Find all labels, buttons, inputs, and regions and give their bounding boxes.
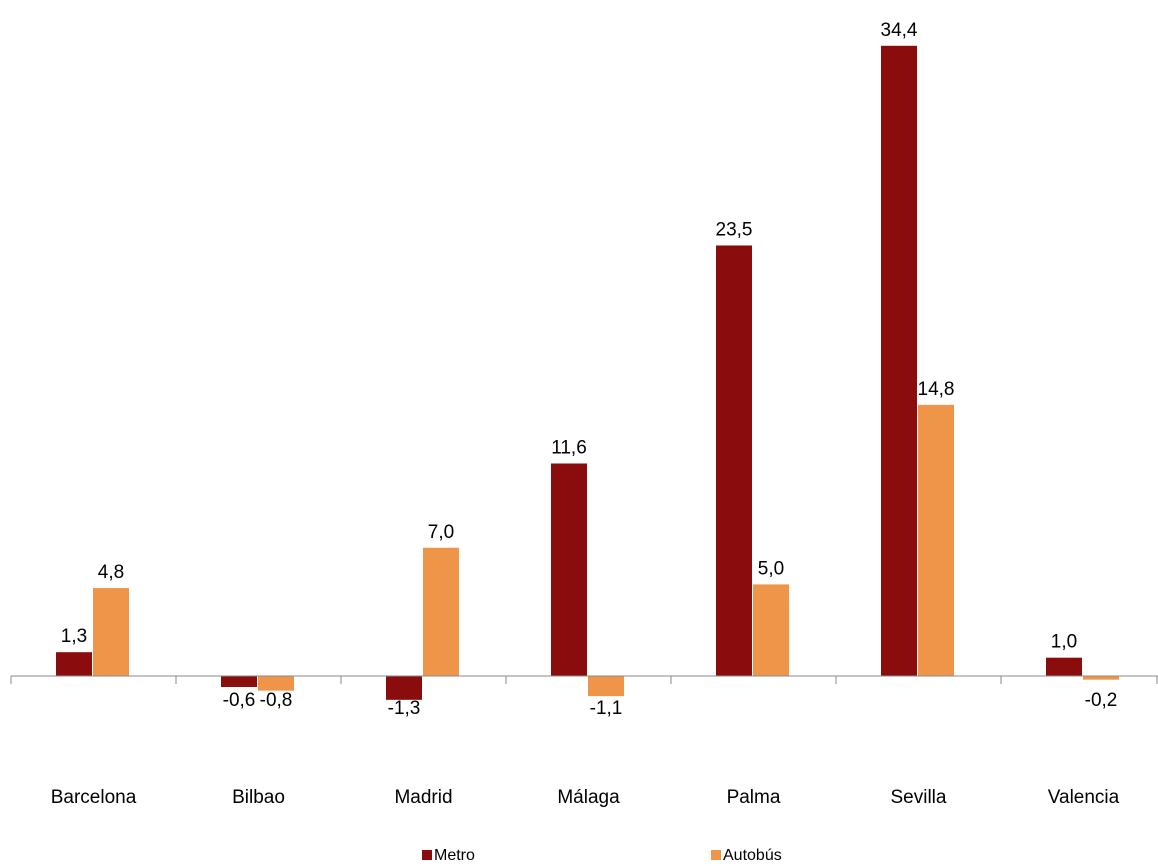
legend: Metro Autobús xyxy=(422,847,782,864)
value-label-metro-3: 11,6 xyxy=(551,437,587,458)
category-label-3: Málaga xyxy=(557,787,620,808)
value-label-autobs-3: -1,1 xyxy=(590,698,623,719)
bar-autobs-0 xyxy=(93,588,129,676)
value-label-autobs-6: -0,2 xyxy=(1085,690,1118,711)
value-label-autobs-5: 14,8 xyxy=(918,379,955,400)
bar-metro-6 xyxy=(1046,657,1082,676)
value-label-autobs-1: -0,8 xyxy=(260,690,293,711)
bar-autobs-3 xyxy=(588,676,624,697)
value-label-metro-2: -1,3 xyxy=(388,698,421,719)
bar-autobs-5 xyxy=(918,404,954,676)
value-label-metro-4: 23,5 xyxy=(716,219,753,240)
bars-layer xyxy=(56,45,1119,700)
value-labels-layer: 1,3 4,8 -0,6 -0,8 -1,3 7,0 11,6 -1,1 23,5 5,0 34,4… xyxy=(61,20,1118,719)
category-label-0: Barcelona xyxy=(51,787,137,808)
bar-autobs-2 xyxy=(423,547,459,676)
value-label-metro-5: 34,4 xyxy=(881,20,918,41)
category-label-6: Valencia xyxy=(1048,787,1120,808)
category-label-2: Madrid xyxy=(394,787,452,808)
bar-metro-1 xyxy=(221,676,257,687)
x-axis xyxy=(10,675,1158,684)
bar-autobs-1 xyxy=(258,676,294,691)
value-label-metro-1: -0,6 xyxy=(223,690,256,711)
legend-label-autobs: Autobús xyxy=(723,847,782,864)
bar-metro-3 xyxy=(551,463,587,676)
bar-autobs-4 xyxy=(753,584,789,676)
value-label-metro-0: 1,3 xyxy=(61,626,87,647)
bar-metro-4 xyxy=(716,245,752,677)
bar-autobs-6 xyxy=(1083,676,1119,680)
value-label-autobs-0: 4,8 xyxy=(98,562,124,583)
bar-metro-0 xyxy=(56,652,92,676)
legend-label-metro: Metro xyxy=(434,847,475,864)
category-label-4: Palma xyxy=(727,787,781,808)
legend-swatch-autobs xyxy=(711,850,721,860)
bar-metro-2 xyxy=(386,676,422,700)
value-label-autobs-4: 5,0 xyxy=(758,558,784,579)
category-label-1: Bilbao xyxy=(232,787,285,808)
legend-swatch-metro xyxy=(422,850,432,860)
category-labels-layer: Barcelona Bilbao Madrid Málaga Palma Sevilla V… xyxy=(51,787,1120,808)
value-label-autobs-2: 7,0 xyxy=(428,522,454,543)
bar-metro-5 xyxy=(881,45,917,677)
value-label-metro-6: 1,0 xyxy=(1051,632,1077,653)
category-label-5: Sevilla xyxy=(891,787,947,808)
